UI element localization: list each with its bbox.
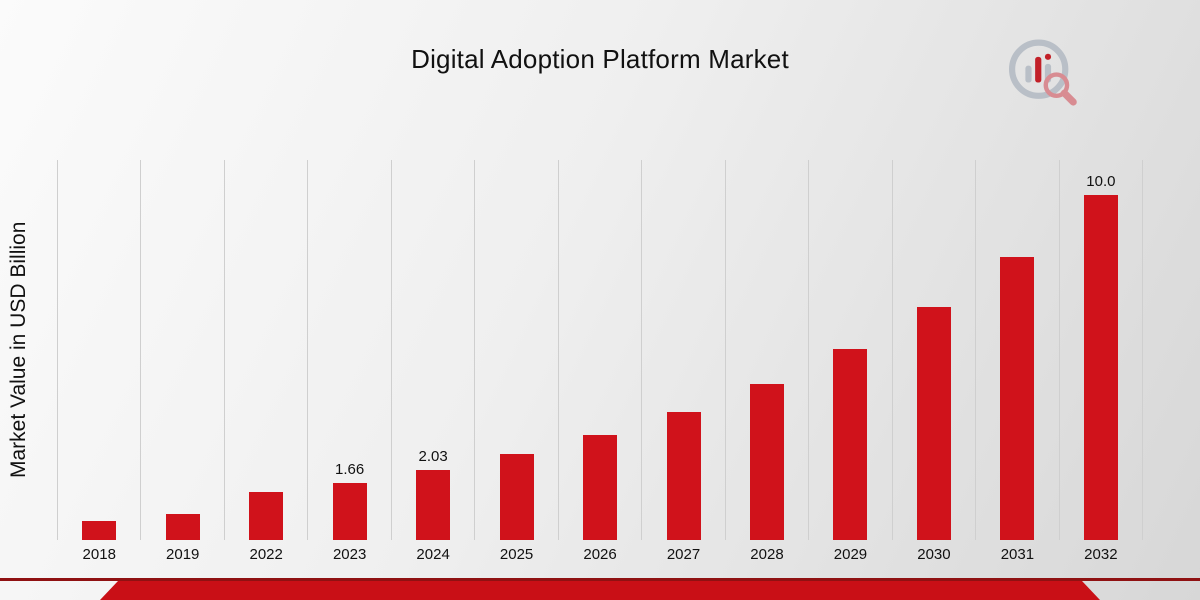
x-tick-label-2032: 2032 — [1084, 546, 1118, 563]
market-research-future-logo — [1008, 39, 1077, 106]
chart-column-2028 — [724, 160, 808, 540]
logo-magnifier-icon — [1043, 72, 1077, 106]
logo-ring-icon — [1008, 39, 1069, 99]
bar-2026 — [583, 435, 618, 540]
bar-value-label-2024: 2.03 — [418, 447, 448, 465]
bar-value-label-2023: 1.66 — [335, 460, 365, 478]
footer-accent-line — [0, 578, 1200, 581]
plot-area: 1.66 2.03 10.0 — [57, 160, 1144, 540]
bar-2028 — [749, 383, 784, 540]
chart-column-2022 — [223, 160, 307, 540]
chart-column-2023: 1.66 — [307, 160, 390, 540]
bar-2019 — [165, 514, 200, 540]
chart-column-2031 — [975, 160, 1058, 540]
x-tick-label-2026: 2026 — [583, 546, 617, 563]
x-tick-label-2024: 2024 — [416, 546, 450, 563]
chart-column-2029 — [808, 160, 891, 540]
chart-column-2030 — [891, 160, 975, 540]
bar-2029 — [833, 349, 868, 540]
x-tick-label-2030: 2030 — [917, 546, 951, 563]
x-tick-label-2031: 2031 — [1000, 546, 1035, 563]
bar-2024 — [416, 469, 451, 540]
chart-column-2024: 2.03 — [390, 160, 474, 540]
x-tick-label-2022: 2022 — [249, 546, 283, 563]
bar-2027 — [666, 412, 701, 540]
x-axis-tick-labels: 2018 2019 2022 2023 2024 2025 2026 2027 2028 2029… — [57, 546, 1143, 568]
chart-column-2019 — [140, 160, 223, 540]
x-tick-label-2028: 2028 — [750, 546, 784, 563]
bar-2025 — [499, 454, 534, 540]
chart-column-2026 — [557, 160, 641, 540]
x-tick-label-2029: 2029 — [833, 546, 868, 563]
x-tick-label-2023: 2023 — [332, 546, 367, 563]
x-tick-label-2025: 2025 — [499, 546, 534, 563]
bars-container: 1.66 2.03 10.0 — [57, 160, 1144, 540]
x-tick-label-2027: 2027 — [666, 546, 701, 563]
x-tick-label-2019: 2019 — [166, 546, 200, 563]
y-axis-label: Market Value in USD Billion — [7, 221, 30, 479]
bar-2031 — [1000, 257, 1035, 540]
bar-2030 — [916, 307, 951, 540]
bar-value-label-2032: 10.0 — [1086, 172, 1116, 190]
chart-column-2018 — [57, 160, 140, 540]
chart-column-2027 — [641, 160, 724, 540]
x-tick-label-2018: 2018 — [82, 546, 116, 563]
chart-column-2025 — [474, 160, 557, 540]
bar-2032 — [1083, 194, 1118, 540]
chart-title: Digital Adoption Platform Market — [411, 44, 789, 74]
bar-2018 — [82, 521, 117, 540]
footer-ribbon — [100, 581, 1100, 600]
bar-2023 — [332, 482, 367, 540]
bar-2022 — [249, 492, 284, 540]
chart-column-2032: 10.0 — [1058, 160, 1144, 540]
